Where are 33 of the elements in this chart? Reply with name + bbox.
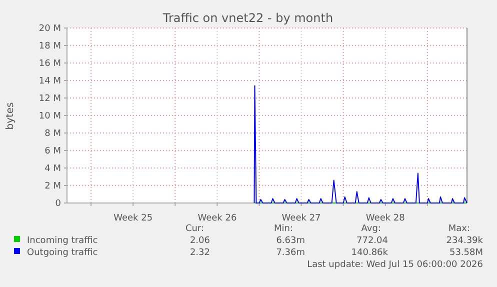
y-tick-label: 8 M	[44, 128, 61, 139]
text: Min:	[274, 224, 293, 234]
text: 140.86k	[351, 248, 389, 258]
line-series	[254, 85, 468, 204]
text: 772.04	[356, 236, 388, 246]
y-tick-label: 12 M	[38, 94, 61, 104]
y-tick-label: 0	[55, 198, 62, 209]
y-tick-label: 2 M	[44, 181, 61, 192]
x-tick-label: Week 28	[366, 214, 406, 224]
y-tick-label: 20 M	[38, 24, 61, 34]
x-tick-label: Week 26	[198, 214, 237, 224]
text: 7.36m	[276, 248, 305, 258]
x-tick-label: Week 25	[114, 214, 153, 224]
text: 234.39k	[446, 236, 484, 246]
y-tick-label: 16 M	[38, 58, 61, 69]
y-tick-label: 6 M	[44, 146, 61, 156]
y-tick-label: 10 M	[38, 111, 61, 122]
legend-label: Incoming traffic	[27, 236, 98, 246]
x-tick-label: Week 27	[282, 214, 321, 224]
text: 2.32	[190, 248, 210, 258]
text: 6.63m	[276, 236, 305, 246]
text: Last update: Wed Jul 15 06:00:00 2026	[307, 260, 484, 270]
legend-label: Outgoing traffic	[27, 248, 98, 258]
y-tick-label: 14 M	[38, 76, 61, 86]
text: Cur:	[185, 224, 204, 234]
text: Max:	[448, 224, 470, 234]
y-tick-label: 18 M	[38, 41, 61, 52]
chart-title: Traffic on vnet22 - by month	[162, 11, 334, 25]
text: 2.06	[190, 236, 210, 246]
text: Avg:	[361, 224, 381, 234]
y-axis-title: bytes	[5, 102, 16, 130]
y-tick-label: 4 M	[44, 164, 61, 174]
text: 53.58M	[449, 248, 483, 258]
